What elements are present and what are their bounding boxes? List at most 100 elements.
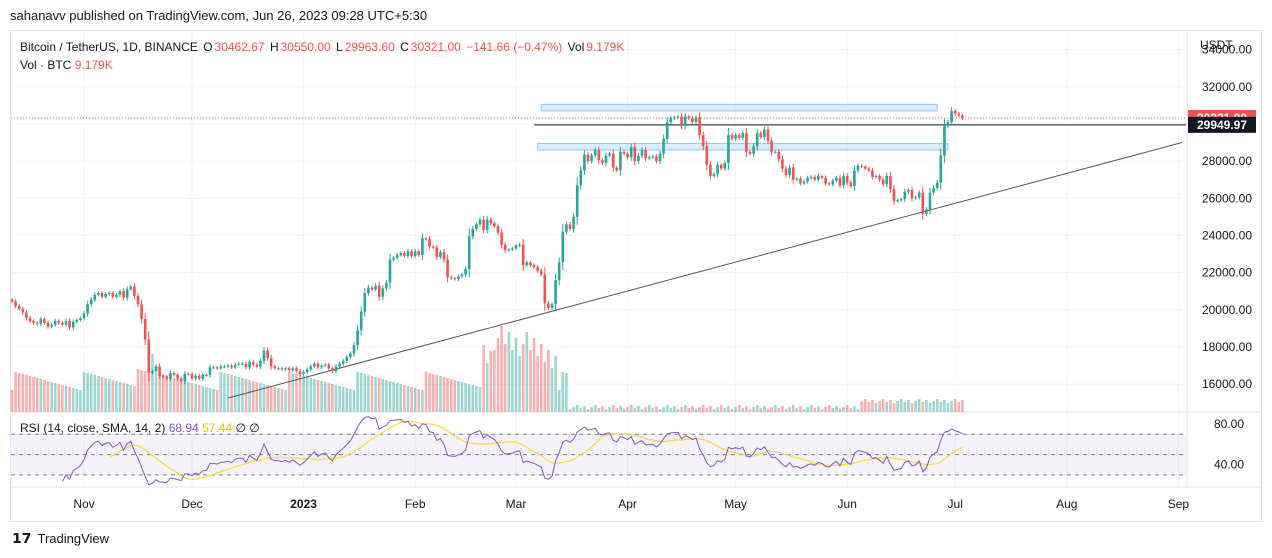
volume-bar [118, 382, 122, 412]
volume-bar [262, 384, 266, 412]
volume-bar [662, 407, 665, 412]
candle-body [122, 291, 125, 298]
volume-bar [14, 372, 17, 412]
volume-bar [417, 389, 421, 412]
time-tick-label: Sep [1168, 497, 1190, 511]
candle-body [35, 322, 39, 324]
volume-bar [327, 383, 331, 412]
candle-body [50, 324, 53, 327]
volume-bar [248, 380, 251, 412]
volume-bar [143, 371, 147, 412]
candle-body [197, 375, 201, 379]
volume-value: 9.179K [586, 40, 625, 54]
volume-bar [158, 374, 161, 412]
candle-body [565, 224, 568, 232]
candle-body [885, 175, 889, 185]
candle-body [759, 133, 763, 137]
candle-body [727, 135, 730, 163]
volume-bar [349, 389, 352, 412]
currency-unit[interactable]: USDT [1200, 38, 1233, 52]
candle-body [86, 304, 89, 314]
volume-bar [381, 379, 385, 412]
time-tick-label: Jul [948, 497, 963, 511]
volume-bar [658, 409, 662, 412]
volume-bar [572, 407, 575, 412]
volume-bar [194, 384, 197, 412]
volume-bar [79, 390, 82, 412]
rsi-tick-label: 40.00 [1214, 458, 1244, 472]
volume-bar [835, 406, 838, 412]
candle-body [878, 175, 881, 180]
candle-body [417, 251, 421, 255]
brand-name: TradingView [37, 531, 110, 546]
volume-bar [871, 400, 874, 412]
candle-body [233, 364, 237, 368]
volume-bar [496, 338, 500, 412]
volume-bar [341, 387, 345, 412]
volume-bar [151, 354, 154, 412]
candle-body [763, 129, 766, 137]
volume-bar [575, 405, 579, 412]
time-axis: Nov Dec 2023 Feb Mar Apr May Jun Jul Aug Sep [73, 497, 1189, 511]
footer-brand[interactable]: 𝟭𝟳 TradingView [12, 530, 109, 547]
symbol-legend[interactable]: Bitcoin / TetherUS, 1D, BINANCE O 30462.6… [20, 40, 626, 54]
volume-bar [907, 400, 910, 412]
candle-body [53, 320, 57, 325]
candle-body [39, 319, 43, 324]
candle-body [525, 262, 529, 266]
candle-body [651, 156, 655, 158]
candle-body [215, 367, 219, 369]
volume-bar [514, 338, 518, 412]
candle-body [471, 228, 475, 237]
volume-bar [363, 374, 367, 412]
candle-body [676, 116, 680, 118]
candle-body [32, 320, 35, 323]
candle-body [521, 244, 525, 266]
horizontal-line [11, 117, 1186, 126]
volume-bar [205, 387, 208, 412]
volume-bar [82, 372, 86, 412]
candle-body [917, 192, 921, 198]
volume-bar [64, 386, 68, 412]
candle-body [201, 374, 205, 379]
candle-body [385, 282, 388, 289]
candle-body [601, 160, 604, 163]
candle-body [104, 293, 107, 297]
volume-bar [781, 406, 784, 412]
candle-body [554, 280, 557, 305]
close-label: C [400, 40, 409, 54]
volume-bar [140, 370, 143, 412]
volume-bar [705, 408, 709, 412]
candle-body [802, 181, 806, 184]
volume-bar [712, 409, 716, 412]
volume-bar [813, 408, 817, 412]
candle-body [579, 170, 583, 186]
volume-bar [680, 407, 683, 412]
volume-bar [709, 406, 712, 412]
volume-bar [745, 406, 748, 412]
volume-bar [845, 405, 849, 412]
rsi-empty-2: ∅ [249, 421, 260, 435]
high-label: H [269, 40, 279, 54]
candle-body [629, 147, 633, 158]
volume-bar [331, 384, 334, 412]
volume-bar [759, 408, 763, 412]
price-tick-label: 32000.00 [1202, 80, 1252, 94]
volume-legend[interactable]: Vol · BTC 9.179K [20, 58, 113, 72]
volume-bar [377, 378, 381, 412]
volume-bar [896, 401, 899, 412]
volume-bar [763, 406, 766, 412]
rsi-legend[interactable]: RSI (14, close, SMA, 14, 2) 68.94 57.44 … [20, 421, 260, 435]
volume-bar [147, 372, 151, 412]
candle-body [615, 167, 619, 171]
candle-body [331, 368, 334, 372]
candle-body [856, 165, 860, 171]
volume-bar [25, 375, 28, 412]
volume-bar [17, 373, 21, 412]
volume-bar [197, 385, 201, 412]
time-tick-label: Jun [838, 497, 857, 511]
volume-bar [784, 409, 788, 412]
volume-bar [637, 406, 640, 412]
volume-bar [93, 375, 97, 412]
